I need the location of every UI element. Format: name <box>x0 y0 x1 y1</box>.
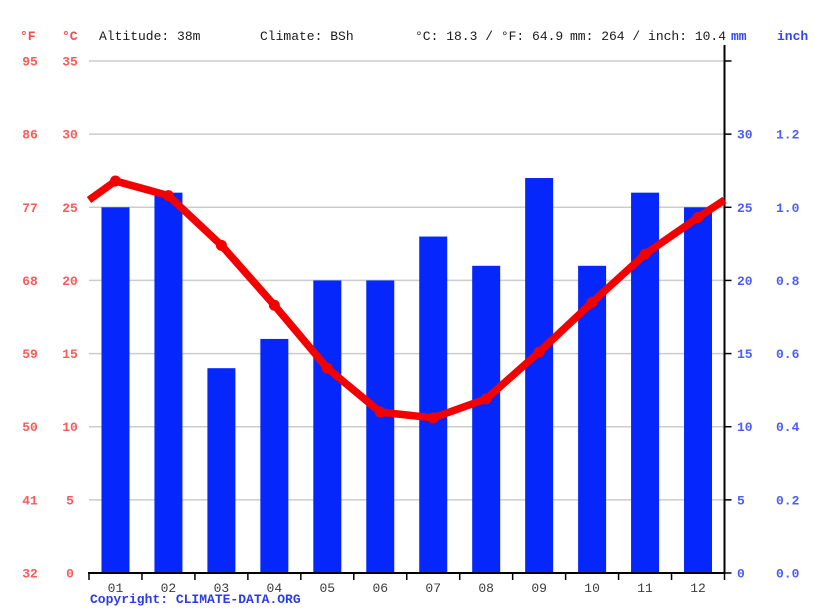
annual-precipitation-summary: mm: 264 / inch: 10.4 <box>570 29 727 44</box>
temperature-line <box>86 177 727 422</box>
left-axis-f-label: 50 <box>22 420 38 435</box>
precip-bar-02 <box>154 192 183 573</box>
month-label-06: 06 <box>372 581 388 596</box>
left-axis-f-label: 41 <box>22 493 38 508</box>
right-axis-mm-label: 30 <box>737 128 753 143</box>
left-axis-f-label: 32 <box>22 567 38 582</box>
left-axis-f-label: 59 <box>22 347 38 362</box>
temperature-point-03 <box>215 239 227 251</box>
altitude-info: Altitude: 38m <box>99 29 201 44</box>
climate-data-org-link[interactable]: CLIMATE-DATA.ORG <box>175 592 301 607</box>
left-axis-c-label: 10 <box>62 420 78 435</box>
month-label-11: 11 <box>637 581 653 596</box>
temperature-point-11 <box>639 248 651 260</box>
temperature-point-07 <box>427 412 439 424</box>
left-axis-f-label: 68 <box>22 274 38 289</box>
precip-bar-08 <box>472 265 501 573</box>
right-axis-inch-label: 0.0 <box>776 567 800 582</box>
mm-unit-toggle[interactable]: mm <box>731 29 747 44</box>
precip-bar-07 <box>419 236 448 574</box>
left-axis-c-label: 20 <box>62 274 78 289</box>
month-label-12: 12 <box>690 581 706 596</box>
right-axis-inch-label: 1.0 <box>776 201 800 216</box>
left-axis-f-label: 77 <box>22 201 38 216</box>
precip-bar-10 <box>578 265 607 573</box>
right-axis-mm-label: 0 <box>737 567 745 582</box>
month-label-07: 07 <box>425 581 441 596</box>
temperature-point-01 <box>109 175 121 187</box>
climate-classification-info: Climate: BSh <box>260 29 354 44</box>
temperature-point-10 <box>586 296 598 308</box>
inch-unit-toggle[interactable]: inch <box>777 29 809 44</box>
left-axis-c-label: 15 <box>62 347 78 362</box>
precip-bar-04 <box>260 338 289 573</box>
fahrenheit-unit-toggle[interactable]: °F <box>20 29 36 44</box>
right-axis-inch-label: 1.2 <box>776 128 800 143</box>
temperature-point-08 <box>480 393 492 405</box>
left-axis-c-label: 35 <box>62 55 78 70</box>
right-axis-mm-label: 5 <box>737 493 745 508</box>
left-axis-c-label: 0 <box>66 567 74 582</box>
month-label-09: 09 <box>531 581 547 596</box>
left-axis-f-label: 95 <box>22 55 38 70</box>
precip-bar-09 <box>525 178 554 573</box>
left-axis-f-label: 86 <box>22 128 38 143</box>
precip-bar-06 <box>366 280 395 573</box>
celsius-unit-toggle[interactable]: °C <box>62 29 78 44</box>
month-label-02: 02 <box>161 581 177 596</box>
right-axis-inch-label: 0.2 <box>776 493 800 508</box>
right-axis-mm-label: 10 <box>737 420 753 435</box>
left-axis-c-label: 30 <box>62 128 78 143</box>
right-axis-inch-label: 0.8 <box>776 274 800 289</box>
temperature-point-05 <box>321 362 333 374</box>
left-axis-c-label: 25 <box>62 201 78 216</box>
temperature-point-06 <box>374 406 386 418</box>
temperature-point-09 <box>533 346 545 358</box>
precip-bar-05 <box>313 280 342 573</box>
month-label-03: 03 <box>214 581 230 596</box>
right-axis-mm-label: 15 <box>737 347 753 362</box>
right-axis-inch-label: 0.6 <box>776 347 800 362</box>
precip-bar-12 <box>684 207 713 574</box>
annual-temperature-summary: °C: 18.3 / °F: 64.9 <box>415 29 564 44</box>
right-axis-mm-label: 25 <box>737 201 753 216</box>
copyright-prefix: Copyright: <box>90 592 176 607</box>
right-axis-mm-label: 20 <box>737 274 753 289</box>
copyright: Copyright: CLIMATE-DATA.ORG <box>90 592 301 607</box>
month-label-05: 05 <box>320 581 336 596</box>
month-label-10: 10 <box>584 581 600 596</box>
temperature-point-02 <box>162 190 174 202</box>
left-axis-c-label: 5 <box>66 493 74 508</box>
month-label-01: 01 <box>108 581 124 596</box>
precip-bar-03 <box>207 368 236 573</box>
precip-bar-01 <box>101 207 130 574</box>
temperature-point-12 <box>692 212 704 224</box>
temperature-point-04 <box>268 299 280 311</box>
month-label-08: 08 <box>478 581 494 596</box>
month-label-04: 04 <box>267 581 283 596</box>
right-axis-inch-label: 0.4 <box>776 420 800 435</box>
